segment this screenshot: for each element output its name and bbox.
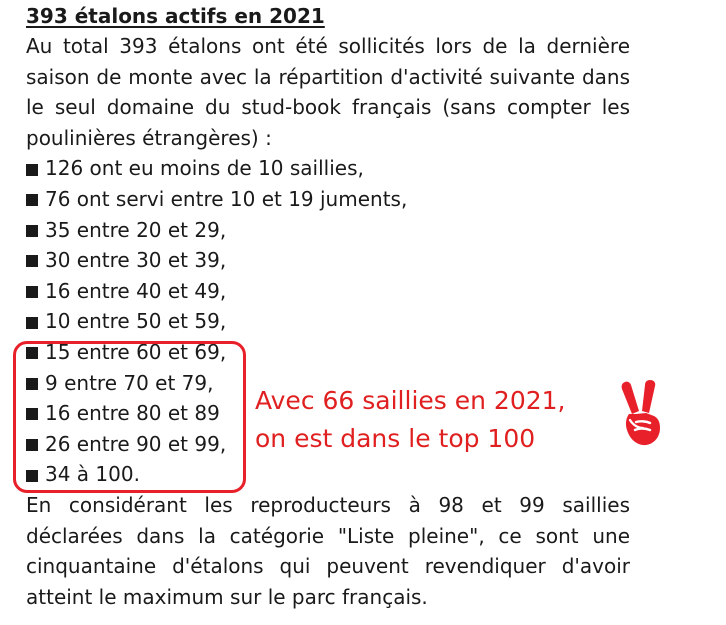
conclusion-paragraph: En considérant les reproducteurs à 98 et… [26, 492, 630, 609]
list-item-text: 30 entre 30 et 39, [45, 248, 227, 273]
list-item: 9 entre 70 et 79, [26, 368, 630, 399]
square-bullet-icon [26, 408, 38, 421]
square-bullet-icon [26, 347, 38, 360]
list-item-text: 35 entre 20 et 29, [45, 217, 227, 242]
list-item: 10 entre 50 et 59, [26, 306, 630, 337]
list-item: 16 entre 80 et 89 [26, 398, 630, 429]
stallion-activity-list: 126 ont eu moins de 10 saillies, 76 ont … [26, 153, 630, 490]
list-item-text: 16 entre 40 et 49, [45, 278, 227, 303]
section-title: 393 étalons actifs en 2021 [26, 4, 325, 28]
square-bullet-icon [26, 377, 38, 390]
list-item-text: 10 entre 50 et 59, [45, 309, 227, 334]
list-item: 26 entre 90 et 99, [26, 429, 630, 460]
annotation-line-2: on est dans le top 100 [255, 424, 536, 453]
square-bullet-icon [26, 316, 38, 329]
square-bullet-icon [26, 224, 38, 237]
list-item: 16 entre 40 et 49, [26, 276, 630, 307]
square-bullet-icon [26, 286, 38, 299]
highlight-box [13, 341, 246, 493]
square-bullet-icon [26, 163, 38, 176]
list-item: 34 à 100. [26, 459, 630, 490]
list-item: 76 ont servi entre 10 et 19 juments, [26, 184, 630, 215]
square-bullet-icon [26, 255, 38, 268]
annotation-callout: Avec 66 saillies en 2021, on est dans le… [255, 382, 566, 458]
list-item-text: 126 ont eu moins de 10 saillies, [45, 156, 364, 181]
intro-paragraph: Au total 393 étalons ont été sollicités … [26, 34, 630, 150]
square-bullet-icon [26, 469, 38, 482]
list-item-text: 9 entre 70 et 79, [45, 370, 214, 395]
list-item-text: 26 entre 90 et 99, [45, 431, 227, 456]
list-item-text: 16 entre 80 et 89 [45, 401, 220, 426]
square-bullet-icon [26, 194, 38, 207]
article: 393 étalons actifs en 2021 Au total 393 … [26, 0, 630, 612]
annotation-line-1: Avec 66 saillies en 2021, [255, 386, 566, 415]
list-item: 30 entre 30 et 39, [26, 245, 630, 276]
list-item: 35 entre 20 et 29, [26, 215, 630, 246]
list-item-text: 76 ont servi entre 10 et 19 juments, [45, 186, 408, 211]
victory-hand-icon [621, 380, 660, 446]
list-item: 126 ont eu moins de 10 saillies, [26, 153, 630, 184]
list-item-text: 34 à 100. [45, 462, 140, 487]
square-bullet-icon [26, 439, 38, 452]
